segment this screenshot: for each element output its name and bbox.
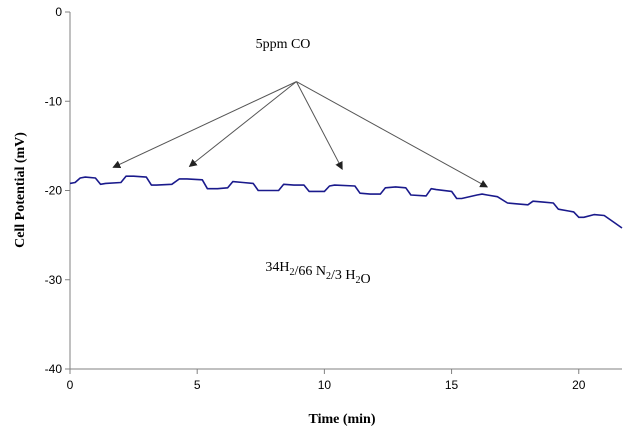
y-axis-title: Cell Potential (mV) bbox=[13, 132, 28, 248]
gas-mix-part: 34H bbox=[265, 260, 289, 275]
gas-mix-annotation: 34H2/66 N2/3 H2O bbox=[265, 260, 370, 287]
gas-mix-part: /66 N bbox=[295, 264, 327, 279]
gas-mix-subscript: 2 bbox=[356, 275, 361, 286]
x-tick-label: 5 bbox=[194, 378, 201, 392]
x-tick-label: 20 bbox=[572, 378, 586, 392]
co-annotation-label: 5ppm CO bbox=[256, 37, 311, 52]
x-axis-title: Time (min) bbox=[308, 412, 375, 427]
gas-mix-subscript: 2 bbox=[290, 267, 295, 278]
x-ticks: 0 5 10 15 20 bbox=[67, 369, 586, 392]
y-tick-label: -20 bbox=[45, 184, 63, 198]
series-line bbox=[69, 175, 623, 229]
y-tick-label: -40 bbox=[45, 362, 63, 376]
annotation-arrow bbox=[188, 81, 297, 168]
gas-mix-part: /3 H bbox=[331, 268, 356, 283]
x-tick-label: 15 bbox=[445, 378, 459, 392]
y-tick-label: -10 bbox=[45, 94, 63, 108]
y-ticks: 0 -10 -20 -30 -40 bbox=[45, 5, 70, 376]
gas-mix-part: O bbox=[361, 272, 371, 287]
annotation-arrow bbox=[112, 81, 297, 168]
x-tick-label: 0 bbox=[67, 378, 74, 392]
axes bbox=[69, 12, 622, 370]
annotation-arrow bbox=[295, 81, 343, 170]
y-tick-label: -30 bbox=[45, 273, 63, 287]
y-tick-label: 0 bbox=[55, 5, 62, 19]
series-group bbox=[69, 175, 623, 229]
x-tick-label: 10 bbox=[318, 378, 332, 392]
annotation-arrow bbox=[296, 81, 489, 188]
gas-mix-subscript: 2 bbox=[326, 271, 331, 282]
annotation-arrows bbox=[112, 81, 489, 188]
